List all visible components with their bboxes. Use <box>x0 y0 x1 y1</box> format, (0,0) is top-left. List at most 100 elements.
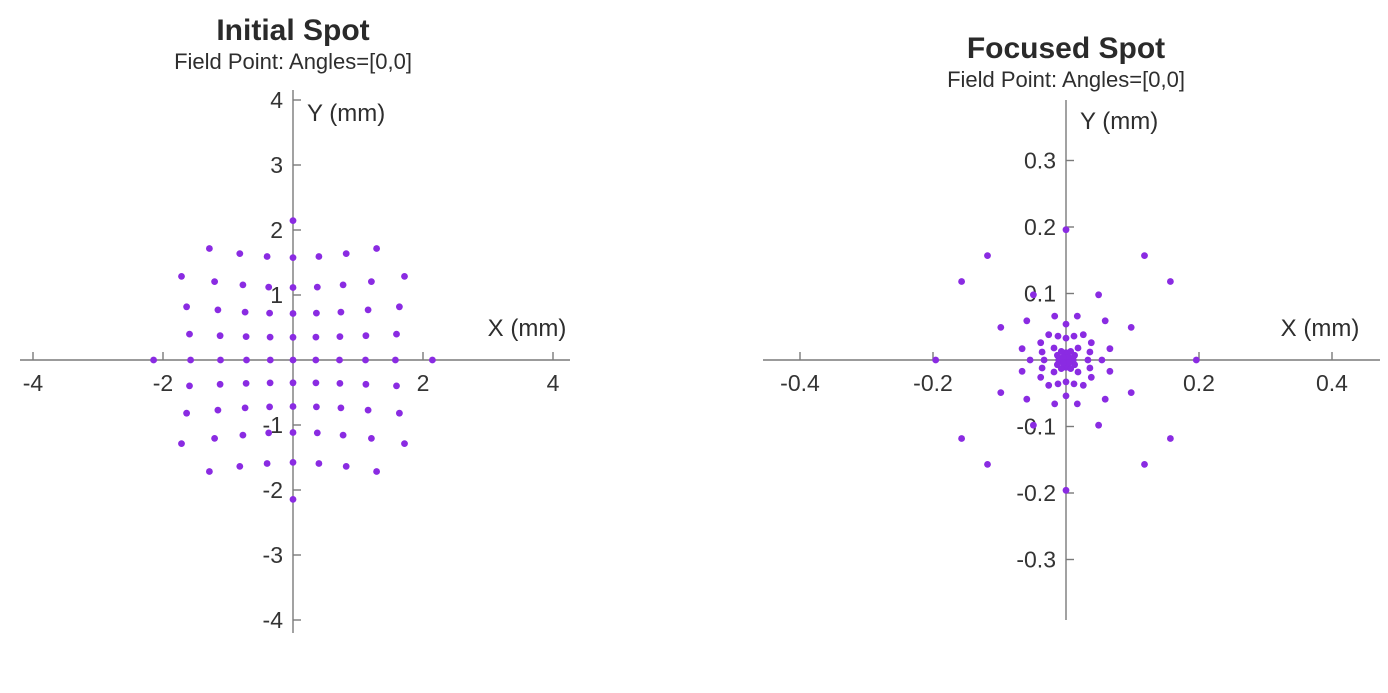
data-point <box>1070 380 1078 388</box>
data-point <box>1057 348 1065 355</box>
data-point <box>216 380 224 388</box>
data-point <box>1062 320 1070 328</box>
data-point <box>1051 400 1059 408</box>
data-point <box>186 330 193 338</box>
data-point <box>396 409 403 417</box>
x-tick-label: 0.4 <box>1316 370 1348 396</box>
focused-spot-points <box>932 226 1200 494</box>
data-point <box>263 253 271 260</box>
data-point <box>1086 364 1094 372</box>
data-point <box>368 435 375 442</box>
data-point <box>401 440 408 447</box>
data-point <box>342 463 350 470</box>
data-point <box>241 404 249 412</box>
data-point <box>1059 353 1067 361</box>
initial-spot-points <box>150 217 436 503</box>
data-point <box>289 333 297 341</box>
data-point <box>364 406 372 414</box>
data-point <box>241 308 249 316</box>
data-point <box>178 440 185 447</box>
x-tick-label: 0.2 <box>1183 370 1215 396</box>
data-point <box>216 332 224 340</box>
data-point <box>1079 381 1087 389</box>
data-point <box>1018 367 1026 375</box>
data-point <box>1038 364 1046 372</box>
data-point <box>1057 365 1065 372</box>
data-point <box>997 324 1005 331</box>
data-point <box>1037 339 1045 347</box>
data-point <box>1030 291 1037 299</box>
data-point <box>1167 435 1174 442</box>
data-point <box>206 468 213 475</box>
data-point <box>336 356 343 364</box>
data-point <box>1127 324 1135 331</box>
data-point <box>315 460 323 467</box>
data-point <box>1067 365 1075 372</box>
data-point <box>1167 278 1174 285</box>
x-tick-label: -2 <box>153 370 173 396</box>
data-point <box>1127 389 1135 396</box>
x-tick-label: 4 <box>547 370 560 396</box>
data-point <box>289 310 297 317</box>
data-point <box>396 303 403 311</box>
y-tick-label: -4 <box>263 607 284 633</box>
data-point <box>236 463 244 470</box>
y-tick-label: -2 <box>263 477 283 503</box>
data-point <box>1023 317 1031 325</box>
data-point <box>1062 334 1070 342</box>
x-tick-label: -0.2 <box>913 370 953 396</box>
data-point <box>1074 344 1082 352</box>
data-point <box>289 403 297 410</box>
data-point <box>266 356 274 364</box>
data-point <box>266 333 274 341</box>
data-point <box>313 429 321 437</box>
data-point <box>342 250 350 257</box>
data-point <box>393 382 400 390</box>
data-point <box>187 356 195 364</box>
x-tick-label: -0.4 <box>780 370 820 396</box>
data-point <box>1067 348 1075 355</box>
data-point <box>1054 380 1062 388</box>
data-point <box>263 460 271 467</box>
data-point <box>186 382 193 390</box>
data-point <box>1073 400 1081 408</box>
data-point <box>265 283 273 291</box>
data-point <box>1051 312 1059 320</box>
data-point <box>183 409 191 417</box>
data-point <box>312 333 320 341</box>
data-point <box>289 217 297 225</box>
data-point <box>178 273 185 280</box>
data-point <box>1086 348 1094 356</box>
data-point <box>1084 356 1092 364</box>
data-point <box>1050 344 1058 352</box>
data-point <box>313 309 320 317</box>
data-point <box>313 403 320 411</box>
data-point <box>312 379 320 387</box>
data-point <box>1095 421 1102 429</box>
data-point <box>429 356 436 364</box>
data-point <box>368 278 375 285</box>
data-point <box>1059 359 1067 367</box>
data-point <box>339 281 347 289</box>
data-point <box>984 461 991 468</box>
data-point <box>289 284 297 291</box>
x-tick-label: -4 <box>23 370 44 396</box>
data-point <box>214 306 222 314</box>
data-point <box>1023 395 1031 403</box>
data-point <box>315 253 323 260</box>
data-point <box>1062 378 1070 386</box>
data-point <box>1054 332 1062 340</box>
data-point <box>242 380 250 387</box>
data-point <box>401 273 408 280</box>
data-point <box>337 404 345 412</box>
data-point <box>289 459 297 466</box>
data-point <box>1073 312 1081 320</box>
data-point <box>1050 368 1058 376</box>
data-point <box>217 356 224 364</box>
y-tick-label: 1 <box>270 282 283 308</box>
data-point <box>211 435 219 442</box>
data-point <box>289 496 297 503</box>
data-point <box>183 303 191 311</box>
data-point <box>997 389 1005 396</box>
